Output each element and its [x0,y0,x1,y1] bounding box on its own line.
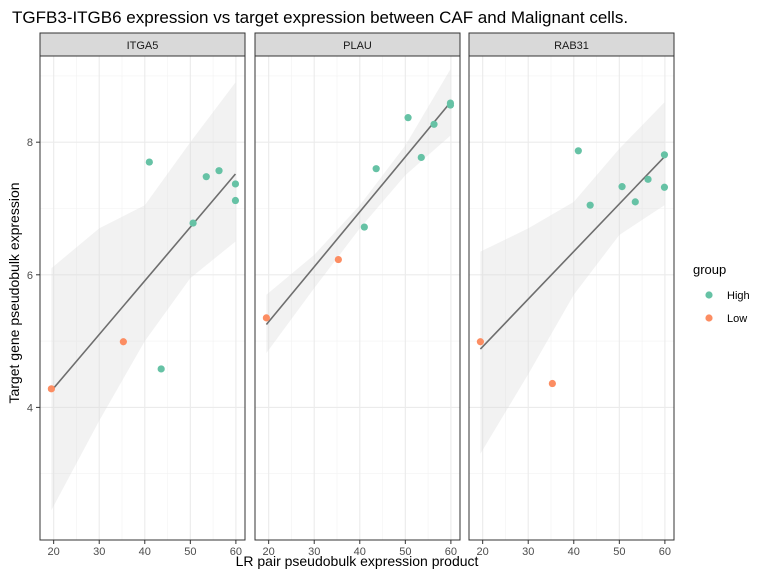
facet-panel-itga5: ITGA5 20 30 40 50 60 4 6 8 [27,32,246,558]
legend-marker-high [705,291,713,299]
x-tick-label: 40 [139,546,151,558]
x-tick-label: 50 [399,546,411,558]
panel-background [40,56,245,540]
data-point-high [446,101,455,109]
legend-title: group [693,262,726,277]
facet-strip [39,32,246,57]
confidence-band [266,69,451,354]
x-tick-label: 50 [184,546,196,558]
regression-line [265,101,452,326]
facet-panels: ITGA5 20 30 40 50 60 4 6 8 PLAU 20 30 40 50 60 RAB31 20 3… [27,32,675,558]
y-axis-label: Target gene pseudobulk expression [6,182,22,403]
x-tick-label: 20 [477,546,489,558]
data-point-high [231,180,240,188]
data-point-high [157,365,165,373]
facet-strip [468,32,675,57]
x-tick-label: 30 [308,546,320,558]
data-point-high [644,175,652,183]
x-axis-label: LR pair pseudobulk expression product [236,553,479,569]
data-point-low [47,385,55,393]
legend: group High Low [693,262,750,325]
legend-label-high: High [727,290,750,302]
y-tick-label: 6 [27,270,33,282]
x-tick-label: 60 [445,546,457,558]
data-point-high [202,173,210,181]
data-point-high [360,223,368,231]
x-tick-label: 30 [522,546,534,558]
facet-strip-label: RAB31 [554,40,589,52]
data-point-low [119,338,127,346]
data-point-high [618,183,626,191]
data-point-high [430,120,438,128]
data-point-low [548,379,556,388]
confidence-band [480,102,665,454]
data-point-high [145,158,153,166]
data-point-low [334,255,342,264]
x-tick-label: 40 [354,546,366,558]
data-point-high [660,151,669,159]
data-point-high [574,147,582,155]
data-point-high [631,198,639,206]
x-tick-label: 60 [659,546,671,558]
data-point-high [215,167,223,175]
data-point-high [189,219,197,227]
data-point-high [660,183,669,191]
x-tick-label: 20 [48,546,60,558]
facet-strip [254,32,461,57]
x-tick-label: 40 [568,546,580,558]
data-point-high [372,165,380,173]
x-tick-label: 20 [263,546,275,558]
data-point-high [586,201,594,209]
facet-panel-rab31: RAB31 20 30 40 50 60 [468,32,675,558]
facet-strip-label: ITGA5 [127,40,159,52]
x-tick-label: 30 [93,546,105,558]
data-point-low [262,314,270,322]
legend-marker-low [705,314,713,322]
panel-background [469,56,674,540]
data-point-high [417,153,425,162]
regression-line [50,173,237,392]
x-tick-label: 60 [230,546,242,558]
legend-label-low: Low [727,313,747,325]
confidence-band [51,82,236,511]
data-point-high [231,196,240,205]
data-point-low [476,338,484,346]
facet-strip-label: PLAU [343,40,372,52]
y-tick-label: 4 [27,402,33,414]
y-tick-label: 8 [27,137,33,149]
regression-line [479,156,666,350]
facet-panel-plau: PLAU 20 30 40 50 60 [254,32,461,558]
chart-title: TGFB3-ITGB6 expression vs target express… [12,8,628,27]
data-point-high [404,114,412,122]
x-tick-label: 50 [613,546,625,558]
